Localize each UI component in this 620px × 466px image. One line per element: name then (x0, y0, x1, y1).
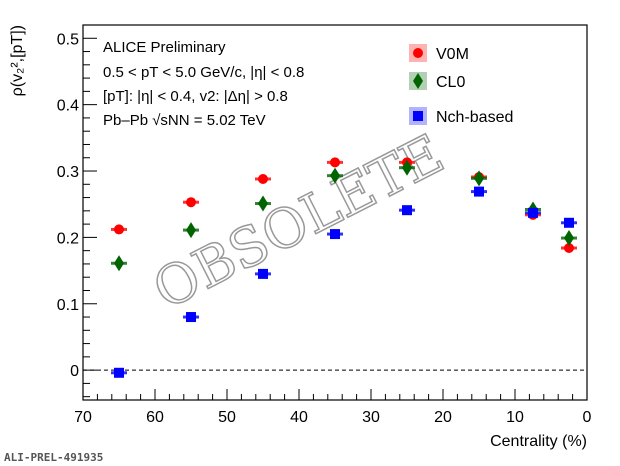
legend-marker (413, 111, 423, 121)
axes: 70 60 50 40 30 20 10 0 0 0.1 0.2 0.3 0.4 0.5 (57, 24, 592, 426)
x-tick-label: 60 (146, 409, 164, 426)
legend-label: V0M (436, 46, 469, 63)
annotation-eta: [pT]: |η| < 0.4, v2: |Δη| > 0.8 (103, 88, 288, 105)
legend-label: CL0 (436, 74, 465, 91)
data-marks (111, 157, 577, 378)
series-nch-based (111, 186, 577, 378)
data-point (330, 157, 340, 168)
data-point (330, 167, 340, 184)
x-tick-label: 40 (290, 409, 308, 426)
annotation-block: ALICE Preliminary 0.5 < pT < 5.0 GeV/c, … (103, 39, 304, 129)
data-point (528, 207, 538, 218)
footer-id: ALI-PREL-491935 (4, 451, 103, 464)
x-tick-label: 30 (362, 409, 380, 426)
plot-frame (82, 24, 588, 401)
data-point (114, 224, 124, 235)
data-point (402, 159, 412, 176)
data-point (114, 367, 124, 378)
annotation-alice: ALICE Preliminary (103, 39, 226, 56)
y-tick-label: 0 (70, 363, 79, 380)
data-point (114, 255, 124, 272)
data-point (186, 312, 196, 323)
data-point (474, 186, 484, 197)
data-point (564, 230, 574, 247)
data-point (564, 243, 574, 254)
data-point (258, 268, 268, 279)
series-cl0 (111, 159, 577, 272)
x-axis-label: Centrality (%) (490, 433, 587, 450)
y-axis-label: ρ(v₂²,[pT]) (9, 25, 26, 96)
y-tick-label: 0.3 (57, 164, 79, 181)
data-point (258, 195, 268, 212)
x-tick-label: 50 (218, 409, 236, 426)
legend-marker (413, 73, 423, 89)
x-tick-label: 20 (434, 409, 452, 426)
data-point (402, 205, 412, 216)
annotation-system: Pb–Pb √sNN = 5.02 TeV (103, 112, 266, 129)
data-point (474, 170, 484, 187)
x-tick-label: 70 (74, 409, 92, 426)
data-point (564, 217, 574, 228)
x-tick-label: 0 (583, 409, 592, 426)
data-point (330, 229, 340, 240)
data-point (186, 197, 196, 208)
annotation-pt: 0.5 < pT < 5.0 GeV/c, |η| < 0.8 (103, 64, 304, 81)
watermark: OBSOLETE (143, 122, 453, 322)
y-tick-label: 0.4 (57, 98, 79, 115)
data-point (258, 173, 268, 184)
y-tick-label: 0.2 (57, 230, 79, 247)
legend-label: Nch-based (436, 109, 513, 126)
legend-marker (413, 48, 423, 58)
y-tick-label: 0.1 (57, 297, 79, 314)
data-point (186, 222, 196, 239)
legend: V0M CL0 Nch-based (409, 44, 513, 126)
y-tick-label: 0.5 (57, 31, 79, 48)
x-tick-label: 10 (506, 409, 524, 426)
